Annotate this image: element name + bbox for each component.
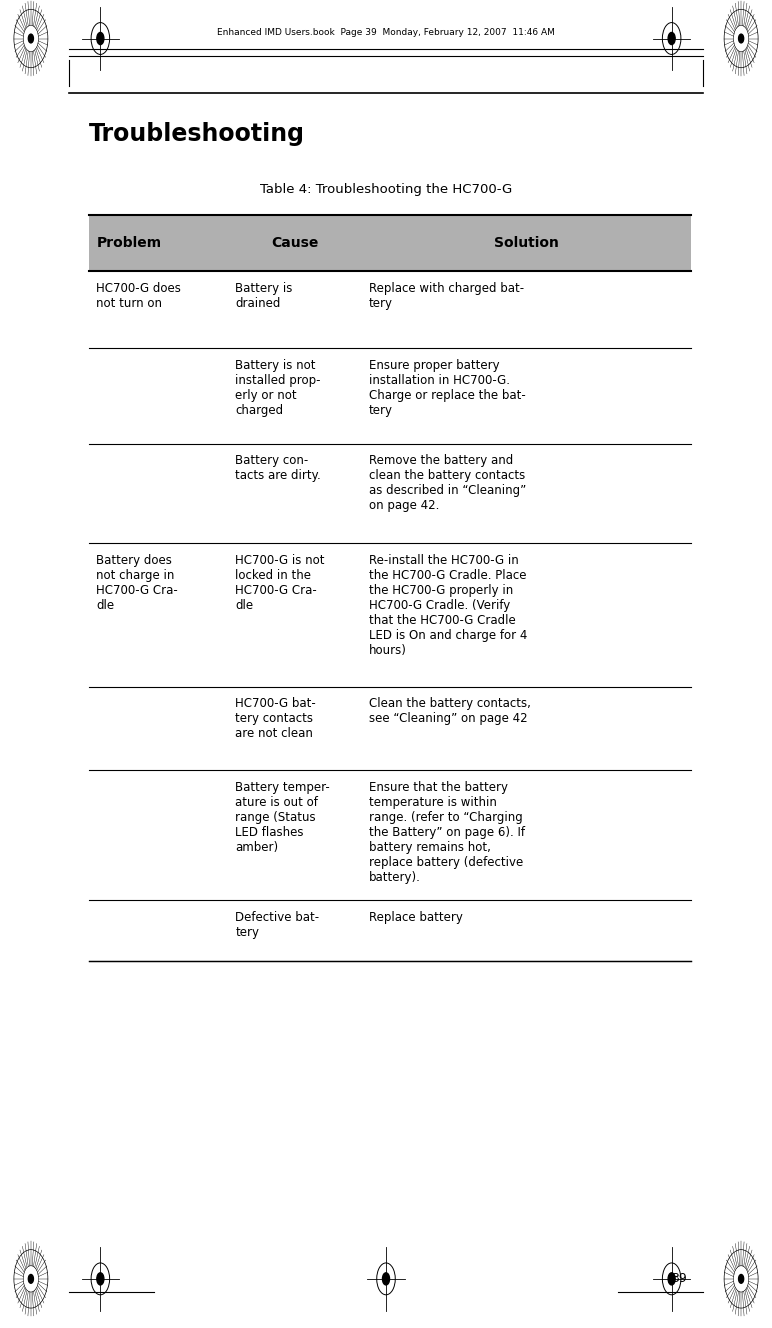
Text: 39: 39 — [672, 1272, 687, 1286]
Text: Re-install the HC700-G in
the HC700-G Cradle. Place
the HC700-G properly in
HC70: Re-install the HC700-G in the HC700-G Cr… — [369, 554, 527, 657]
Circle shape — [668, 1272, 676, 1286]
Circle shape — [96, 32, 104, 45]
Text: Battery con-
tacts are dirty.: Battery con- tacts are dirty. — [235, 454, 321, 482]
Bar — [89, 215, 691, 271]
Text: Battery does
not charge in
HC700-G Cra-
dle: Battery does not charge in HC700-G Cra- … — [96, 554, 178, 612]
Circle shape — [29, 1275, 33, 1283]
Text: HC700-G is not
locked in the
HC700-G Cra-
dle: HC700-G is not locked in the HC700-G Cra… — [235, 554, 325, 612]
Text: Battery is not
installed prop-
erly or not
charged: Battery is not installed prop- erly or n… — [235, 359, 321, 417]
Text: HC700-G bat-
tery contacts
are not clean: HC700-G bat- tery contacts are not clean — [235, 697, 317, 740]
Circle shape — [29, 35, 33, 42]
Text: Ensure that the battery
temperature is within
range. (refer to “Charging
the Bat: Ensure that the battery temperature is w… — [369, 781, 525, 884]
Text: Problem: Problem — [96, 236, 161, 250]
Circle shape — [668, 32, 676, 45]
Text: Replace with charged bat-
tery: Replace with charged bat- tery — [369, 282, 524, 309]
Circle shape — [96, 1272, 104, 1286]
Circle shape — [739, 1275, 743, 1283]
Text: Replace battery: Replace battery — [369, 911, 463, 924]
Circle shape — [739, 35, 743, 42]
Text: Battery temper-
ature is out of
range (Status
LED flashes
amber): Battery temper- ature is out of range (S… — [235, 781, 330, 854]
Text: Clean the battery contacts,
see “Cleaning” on page 42: Clean the battery contacts, see “Cleanin… — [369, 697, 531, 725]
Text: HC700-G does
not turn on: HC700-G does not turn on — [96, 282, 181, 309]
Text: Table 4: Troubleshooting the HC700-G: Table 4: Troubleshooting the HC700-G — [260, 183, 512, 197]
Text: Battery is
drained: Battery is drained — [235, 282, 293, 309]
Text: Ensure proper battery
installation in HC700-G.
Charge or replace the bat-
tery: Ensure proper battery installation in HC… — [369, 359, 526, 417]
Text: Cause: Cause — [271, 236, 318, 250]
Text: Remove the battery and
clean the battery contacts
as described in “Cleaning”
on : Remove the battery and clean the battery… — [369, 454, 527, 513]
Text: Enhanced IMD Users.book  Page 39  Monday, February 12, 2007  11:46 AM: Enhanced IMD Users.book Page 39 Monday, … — [217, 28, 555, 37]
Text: Solution: Solution — [493, 236, 559, 250]
Text: Troubleshooting: Troubleshooting — [89, 122, 305, 146]
Circle shape — [382, 1272, 390, 1286]
Text: Defective bat-
tery: Defective bat- tery — [235, 911, 320, 939]
